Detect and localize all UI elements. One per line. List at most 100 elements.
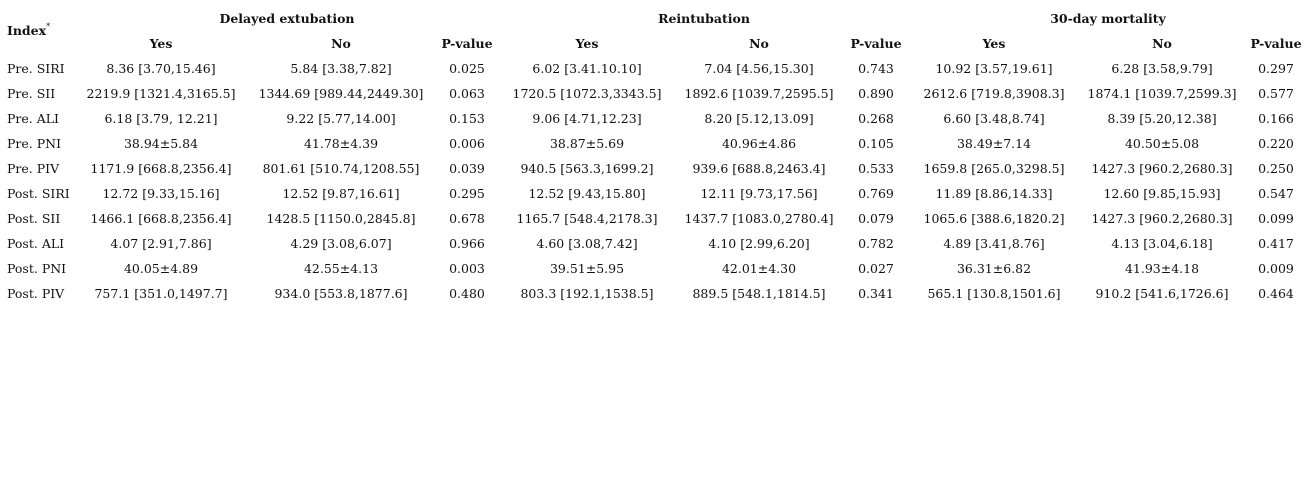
cell-reintubation-no: 4.10 [2.99,6.20] bbox=[708, 236, 810, 251]
cell-delayed-extubation-p-value: 0.063 bbox=[449, 86, 485, 101]
row-index-label: Post. SIRI bbox=[7, 186, 70, 201]
row-index-label: Pre. ALI bbox=[7, 111, 59, 126]
table-row: Post. PNI 40.05±4.89 42.55±4.13 0.003 39.51±… bbox=[4, 256, 1306, 281]
cell-delayed-extubation-yes: 2219.9 [1321.4,3165.5] bbox=[86, 86, 236, 101]
row-index-label: Post. PNI bbox=[7, 261, 67, 276]
group-header-row: Index* Delayed extubation Reintubation 3… bbox=[4, 6, 1306, 38]
group-header-delayed-extubation: Delayed extubation bbox=[219, 11, 355, 26]
cell-mortality-yes: 38.49±7.14 bbox=[956, 136, 1032, 151]
cell-reintubation-p-value: 0.890 bbox=[858, 86, 894, 101]
row-index-label: Post. SII bbox=[7, 211, 61, 226]
cell-reintubation-yes: 940.5 [563.3,1699.2] bbox=[520, 161, 654, 176]
cell-reintubation-p-value: 0.079 bbox=[858, 211, 894, 226]
cell-delayed-extubation-no: 5.84 [3.38,7.82] bbox=[290, 61, 392, 76]
cell-mortality-yes: 6.60 [3.48,8.74] bbox=[943, 111, 1045, 126]
cell-delayed-extubation-no: 801.61 [510.74,1208.55] bbox=[262, 161, 420, 176]
cell-mortality-p-value: 0.009 bbox=[1258, 261, 1294, 276]
cell-mortality-p-value: 0.220 bbox=[1258, 136, 1294, 151]
row-index-label: Pre. SIRI bbox=[7, 61, 65, 76]
row-index-label: Post. PIV bbox=[7, 286, 65, 301]
cell-reintubation-p-value: 0.769 bbox=[858, 186, 894, 201]
cell-delayed-extubation-p-value: 0.006 bbox=[449, 136, 485, 151]
cell-delayed-extubation-no: 41.78±4.39 bbox=[303, 136, 379, 151]
table-row: Post. ALI 4.07 [2.91,7.86] 4.29 [3.08,6.07… bbox=[4, 231, 1306, 256]
cell-delayed-extubation-p-value: 0.153 bbox=[449, 111, 485, 126]
cell-reintubation-p-value: 0.341 bbox=[858, 286, 894, 301]
cell-mortality-no: 40.50±5.08 bbox=[1124, 136, 1200, 151]
cell-mortality-no: 41.93±4.18 bbox=[1124, 261, 1200, 276]
cell-delayed-extubation-no: 9.22 [5.77,14.00] bbox=[286, 111, 396, 126]
subheader-yes: Yes bbox=[982, 36, 1006, 51]
cell-reintubation-p-value: 0.533 bbox=[858, 161, 894, 176]
cell-mortality-p-value: 0.297 bbox=[1258, 61, 1294, 76]
row-index-label: Pre. PNI bbox=[7, 136, 62, 151]
cell-delayed-extubation-yes: 1466.1 [668.8,2356.4] bbox=[90, 211, 232, 226]
cell-reintubation-no: 889.5 [548.1,1814.5] bbox=[692, 286, 826, 301]
table-row: Post. SII 1466.1 [668.8,2356.4] 1428.5 [11… bbox=[4, 206, 1306, 231]
cell-reintubation-yes: 4.60 [3.08,7.42] bbox=[536, 236, 638, 251]
table-row: Pre. ALI 6.18 [3.79, 12.21] 9.22 [5.77,14.… bbox=[4, 106, 1306, 131]
cell-delayed-extubation-p-value: 0.295 bbox=[449, 186, 485, 201]
cell-mortality-yes: 36.31±6.82 bbox=[956, 261, 1032, 276]
cell-reintubation-no: 7.04 [4.56,15.30] bbox=[704, 61, 814, 76]
subheader-p-value: P-value bbox=[441, 36, 493, 51]
cell-delayed-extubation-no: 4.29 [3.08,6.07] bbox=[290, 236, 392, 251]
cell-delayed-extubation-no: 934.0 [553.8,1877.6] bbox=[274, 286, 408, 301]
subheader-row: Yes No P-value Yes No P-value Yes No P-v… bbox=[4, 31, 1306, 56]
table-row: Pre. PNI 38.94±5.84 41.78±4.39 0.006 38.87±5… bbox=[4, 131, 1306, 156]
table-body: Pre. SIRI 8.36 [3.70,15.46] 5.84 [3.38,7.8… bbox=[4, 56, 1306, 306]
cell-mortality-yes: 4.89 [3.41,8.76] bbox=[943, 236, 1045, 251]
cell-delayed-extubation-yes: 12.72 [9.33,15.16] bbox=[102, 186, 220, 201]
cell-mortality-p-value: 0.417 bbox=[1258, 236, 1294, 251]
cell-mortality-p-value: 0.099 bbox=[1258, 211, 1294, 226]
cell-reintubation-no: 8.20 [5.12,13.09] bbox=[704, 111, 814, 126]
cell-delayed-extubation-yes: 1171.9 [668.8,2356.4] bbox=[90, 161, 232, 176]
cell-delayed-extubation-yes: 6.18 [3.79, 12.21] bbox=[104, 111, 218, 126]
cell-reintubation-p-value: 0.782 bbox=[858, 236, 894, 251]
subheader-no: No bbox=[331, 36, 351, 51]
cell-delayed-extubation-no: 12.52 [9.87,16.61] bbox=[282, 186, 400, 201]
cell-mortality-yes: 10.92 [3.57,19.61] bbox=[935, 61, 1053, 76]
cell-mortality-no: 1427.3 [960.2,2680.3] bbox=[1091, 211, 1233, 226]
cell-reintubation-p-value: 0.743 bbox=[858, 61, 894, 76]
subheader-p-value: P-value bbox=[850, 36, 902, 51]
table-row: Pre. SIRI 8.36 [3.70,15.46] 5.84 [3.38,7.8… bbox=[4, 56, 1306, 81]
group-header-30-day-mortality: 30-day mortality bbox=[1050, 11, 1166, 26]
table-row: Pre. PIV 1171.9 [668.8,2356.4] 801.61 [510… bbox=[4, 156, 1306, 181]
cell-mortality-yes: 1065.6 [388.6,1820.2] bbox=[923, 211, 1065, 226]
row-index-label: Post. ALI bbox=[7, 236, 65, 251]
cell-reintubation-yes: 1720.5 [1072.3,3343.5] bbox=[512, 86, 662, 101]
cell-mortality-no: 910.2 [541.6,1726.6] bbox=[1095, 286, 1229, 301]
cell-mortality-no: 4.13 [3.04,6.18] bbox=[1111, 236, 1213, 251]
cell-reintubation-p-value: 0.105 bbox=[858, 136, 894, 151]
cell-mortality-no: 12.60 [9.85,15.93] bbox=[1103, 186, 1221, 201]
cell-delayed-extubation-p-value: 0.025 bbox=[449, 61, 485, 76]
table-row: Pre. SII 2219.9 [1321.4,3165.5] 1344.69 [9… bbox=[4, 81, 1306, 106]
cell-reintubation-no: 1892.6 [1039.7,2595.5] bbox=[684, 86, 834, 101]
cell-delayed-extubation-yes: 40.05±4.89 bbox=[123, 261, 199, 276]
index-column-header: Index* bbox=[7, 21, 51, 38]
cell-reintubation-no: 40.96±4.86 bbox=[721, 136, 797, 151]
cell-mortality-yes: 2612.6 [719.8,3908.3] bbox=[923, 86, 1065, 101]
cell-reintubation-yes: 9.06 [4.71,12.23] bbox=[532, 111, 642, 126]
cell-delayed-extubation-no: 1428.5 [1150.0,2845.8] bbox=[266, 211, 416, 226]
cell-delayed-extubation-p-value: 0.966 bbox=[449, 236, 485, 251]
table-row: Post. PIV 757.1 [351.0,1497.7] 934.0 [553.… bbox=[4, 281, 1306, 306]
cell-mortality-yes: 565.1 [130.8,1501.6] bbox=[927, 286, 1061, 301]
cell-reintubation-no: 42.01±4.30 bbox=[721, 261, 797, 276]
row-index-label: Pre. SII bbox=[7, 86, 56, 101]
cell-delayed-extubation-no: 1344.69 [989.44,2449.30] bbox=[258, 86, 424, 101]
cell-mortality-no: 1874.1 [1039.7,2599.3] bbox=[1087, 86, 1237, 101]
cell-delayed-extubation-yes: 8.36 [3.70,15.46] bbox=[106, 61, 216, 76]
row-index-label: Pre. PIV bbox=[7, 161, 60, 176]
cell-reintubation-no: 1437.7 [1083.0,2780.4] bbox=[684, 211, 834, 226]
cell-mortality-p-value: 0.577 bbox=[1258, 86, 1294, 101]
cell-reintubation-yes: 12.52 [9.43,15.80] bbox=[528, 186, 646, 201]
cell-mortality-no: 1427.3 [960.2,2680.3] bbox=[1091, 161, 1233, 176]
group-header-reintubation: Reintubation bbox=[658, 11, 750, 26]
cell-mortality-p-value: 0.166 bbox=[1258, 111, 1294, 126]
index-footnote-marker: * bbox=[46, 21, 51, 31]
cell-delayed-extubation-yes: 38.94±5.84 bbox=[123, 136, 199, 151]
cell-mortality-p-value: 0.547 bbox=[1258, 186, 1294, 201]
